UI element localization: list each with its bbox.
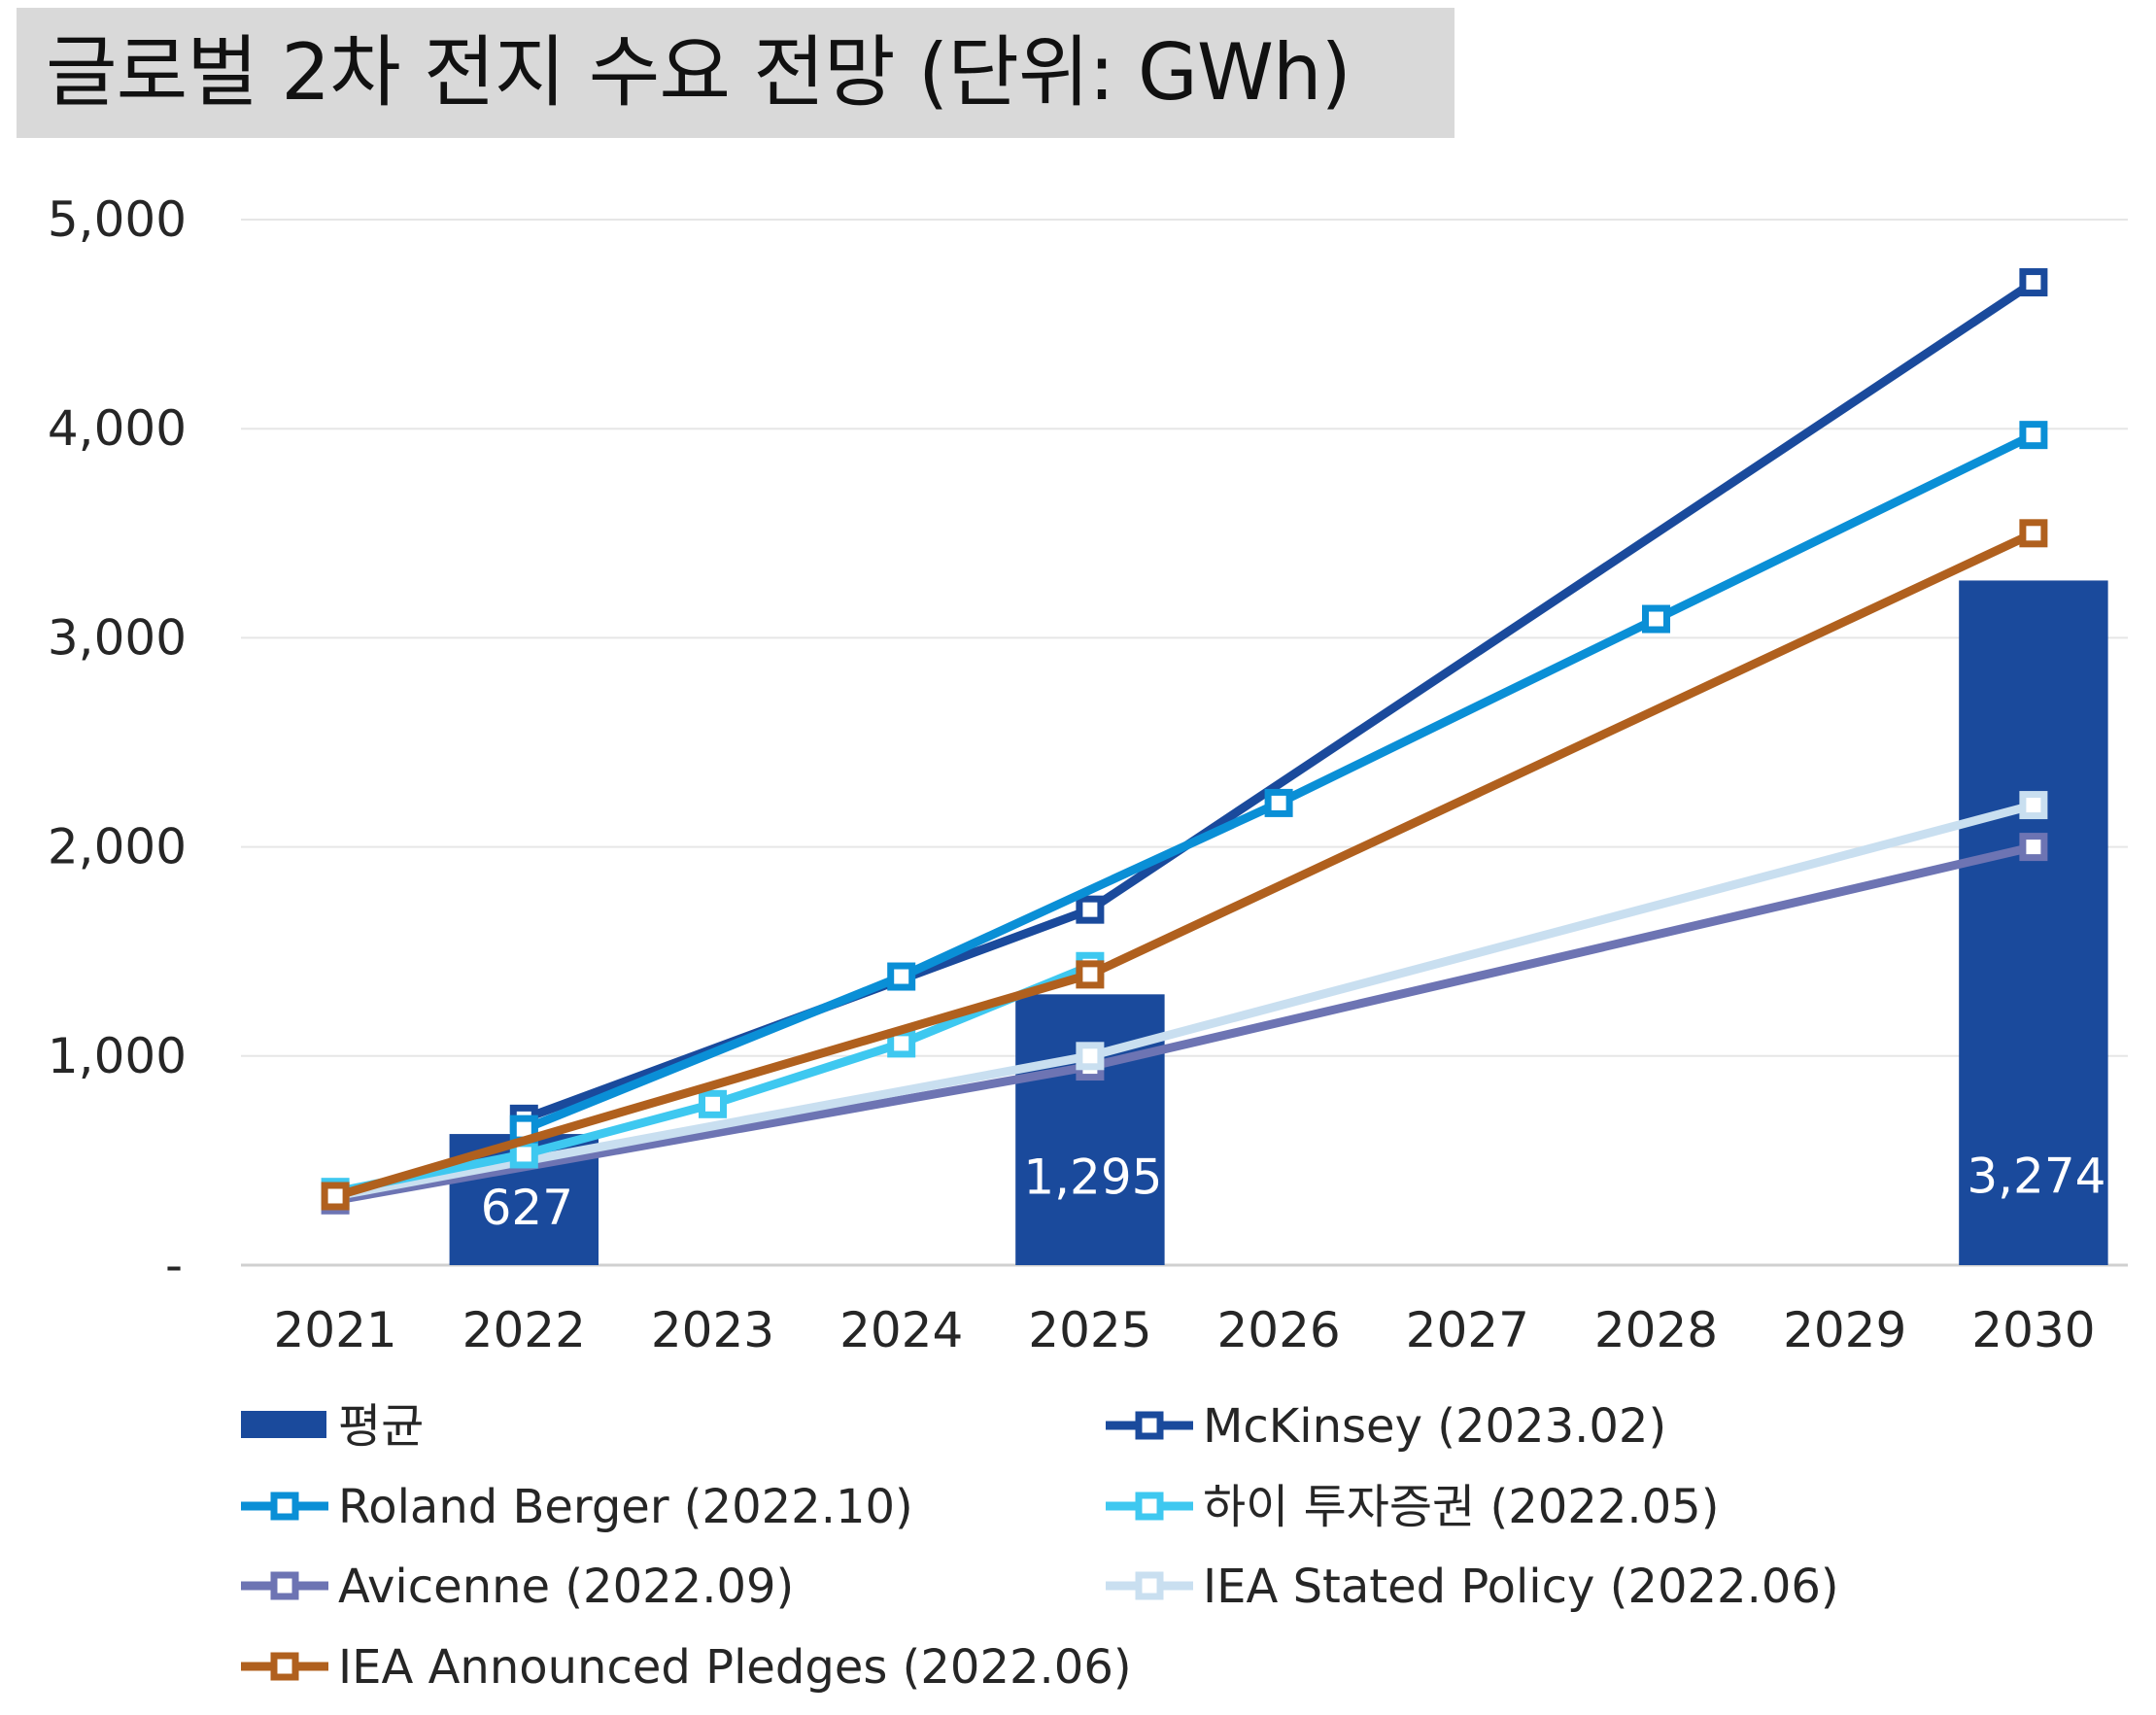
bar-2025 xyxy=(1015,994,1165,1265)
series-point-mckinsey-2023-02 xyxy=(2019,268,2048,297)
series-point-2022-05 xyxy=(699,1089,727,1118)
legend-swatch-marker xyxy=(270,1571,299,1600)
series-point-iea-stated-policy-2022-06 xyxy=(2019,791,2048,820)
x-tick-label: 2029 xyxy=(1783,1302,1906,1358)
y-tick-label: - xyxy=(165,1237,183,1293)
x-tick-label: 2025 xyxy=(1028,1302,1151,1358)
series-lines xyxy=(321,268,2048,1215)
legend-label: IEA Stated Policy (2022.06) xyxy=(1203,1560,1839,1614)
series-point-avicenne-2022-09 xyxy=(2019,833,2048,862)
title-box: 글로벌 2차 전지 수요 전망 (단위: GWh) xyxy=(17,8,1454,138)
series-point-roland-berger-2022-10 xyxy=(1642,604,1670,634)
legend-label: McKinsey (2023.02) xyxy=(1203,1399,1666,1454)
legend-swatch-marker xyxy=(1135,1492,1164,1521)
series-point-roland-berger-2022-10 xyxy=(2019,421,2048,450)
y-tick-label: 4,000 xyxy=(48,400,187,457)
series-point-roland-berger-2022-10 xyxy=(1264,788,1293,817)
legend-label: Avicenne (2022.09) xyxy=(338,1560,794,1614)
series-point-mckinsey-2023-02 xyxy=(1076,895,1105,924)
legend-swatch-marker xyxy=(1135,1411,1164,1440)
series-point-iea-announced-pledges-2022-06 xyxy=(2019,519,2048,548)
y-tick-label: 2,000 xyxy=(48,819,187,875)
y-tick-label: 1,000 xyxy=(48,1028,187,1084)
x-tick-label: 2026 xyxy=(1216,1302,1340,1358)
legend-label: IEA Announced Pledges (2022.06) xyxy=(338,1640,1132,1695)
legend-label: Roland Berger (2022.10) xyxy=(338,1480,913,1534)
x-tick-label: 2022 xyxy=(462,1302,586,1358)
bar-2030 xyxy=(1959,580,2108,1265)
series-point-roland-berger-2022-10 xyxy=(887,962,916,991)
bar-data-label: 627 xyxy=(481,1180,573,1236)
x-tick-label: 2027 xyxy=(1406,1302,1529,1358)
axis-ticks: - 1,000 2,000 3,000 4,000 5,000 2021 2022 2023 20… xyxy=(48,191,2096,1358)
series-line-mckinsey-2023-02 xyxy=(519,278,2038,1123)
y-tick-label: 5,000 xyxy=(48,191,187,248)
x-tick-label: 2021 xyxy=(273,1302,396,1358)
legend-swatch-marker xyxy=(270,1492,299,1521)
x-tick-label: 2028 xyxy=(1594,1302,1718,1358)
bar-data-label: 1,295 xyxy=(1023,1149,1162,1205)
legend-swatch-marker xyxy=(270,1652,299,1681)
y-tick-label: 3,000 xyxy=(48,609,187,666)
x-tick-label: 2023 xyxy=(651,1302,774,1358)
bars xyxy=(449,580,2108,1265)
legend-swatch-bar xyxy=(241,1411,326,1438)
chart-title: 글로벌 2차 전지 수요 전망 (단위: GWh) xyxy=(46,27,1352,118)
legend-label: 하이 투자증권 (2022.05) xyxy=(1203,1480,1719,1534)
x-tick-label: 2024 xyxy=(839,1302,963,1358)
bar-data-label: 3,274 xyxy=(1967,1148,2105,1204)
legend: 평균 McKinsey (2023.02) Roland Berger (2022.… xyxy=(241,1399,1839,1695)
series-point-iea-stated-policy-2022-06 xyxy=(1076,1042,1105,1071)
legend-label: 평균 xyxy=(338,1399,424,1454)
x-tick-label: 2030 xyxy=(1971,1302,2095,1358)
legend-swatch-marker xyxy=(1135,1571,1164,1600)
data-labels: 627 1,295 3,274 xyxy=(481,1148,2106,1236)
series-point-iea-announced-pledges-2022-06 xyxy=(321,1182,350,1211)
series-point-iea-announced-pledges-2022-06 xyxy=(1076,960,1105,989)
